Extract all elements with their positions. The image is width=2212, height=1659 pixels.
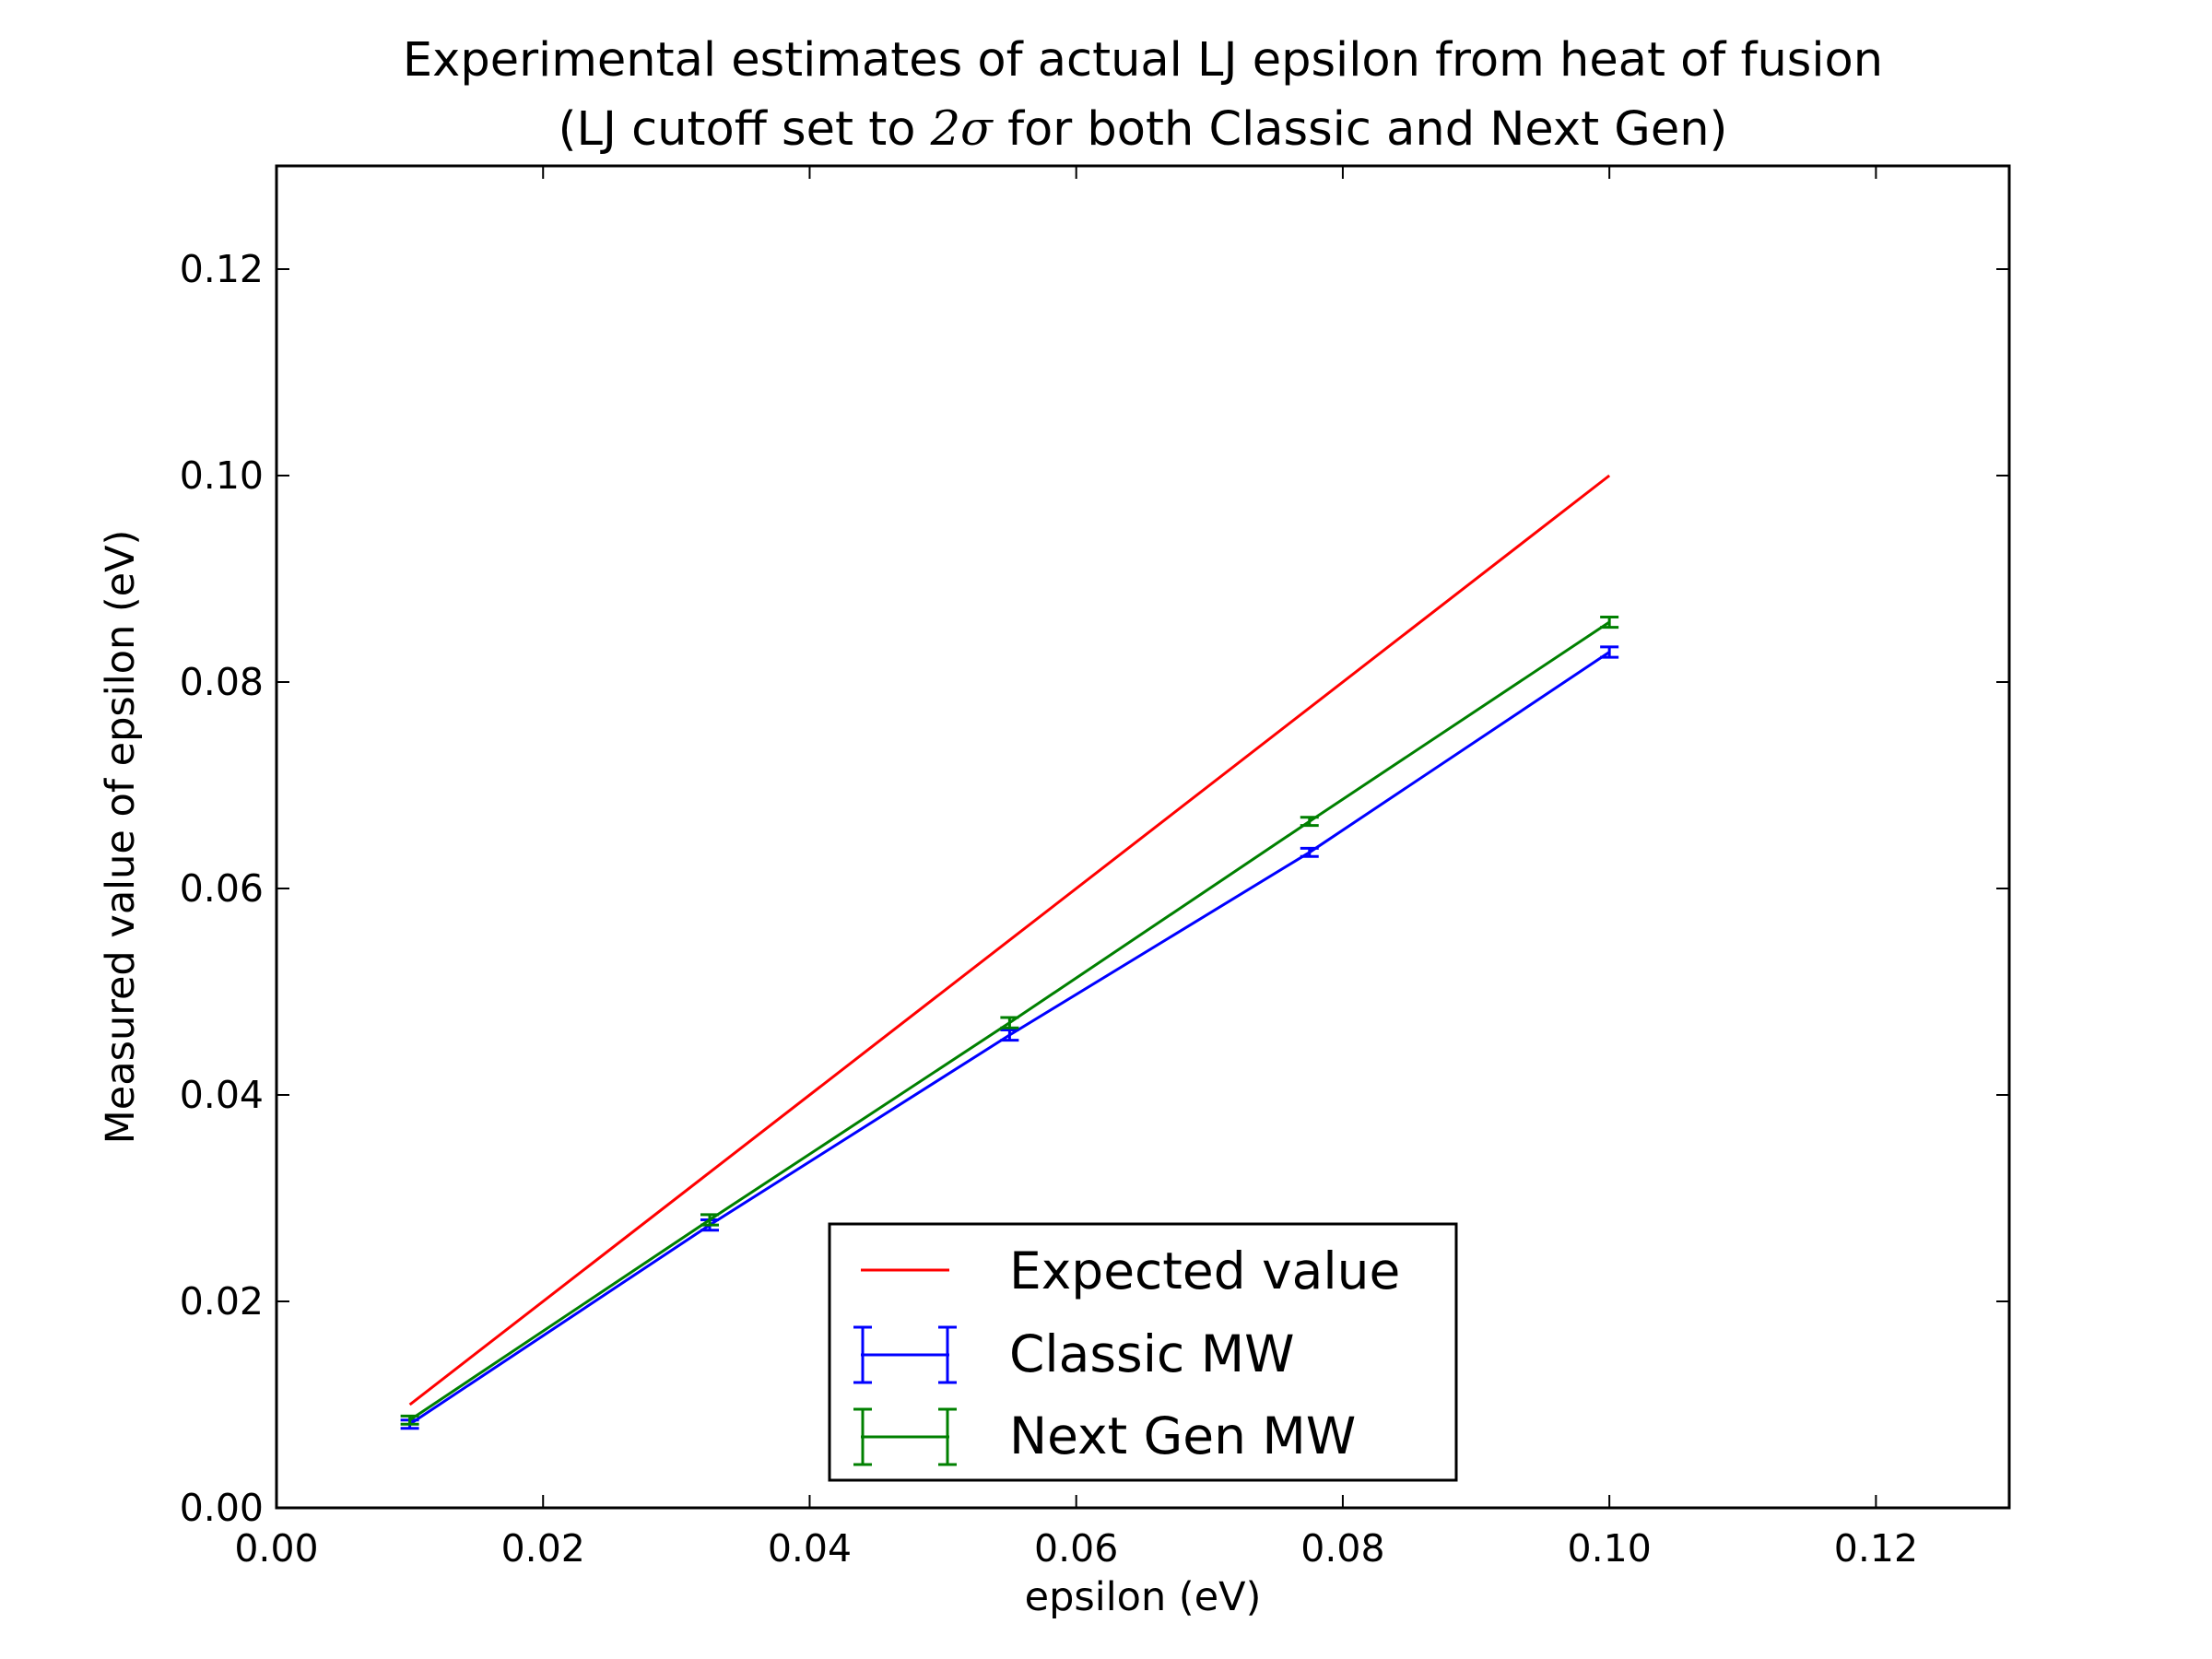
series-line [408,474,1611,1406]
chart-subtitle-post: for both Classic and Next Gen) [993,102,1728,157]
errorbar [700,1213,719,1227]
legend-label-nextgen: Next Gen MW [1009,1406,1356,1465]
plot-frame [275,164,2011,1510]
errorbar [400,1414,419,1426]
errorbar [1300,816,1319,828]
x-tick-label: 0.02 [501,1526,585,1571]
chart-title: Experimental estimates of actual LJ epsi… [403,33,1883,88]
legend-label-classic: Classic MW [1009,1324,1295,1383]
y-tick-label: 0.12 [180,247,264,291]
errorbar [1000,1016,1019,1030]
errorbar [1600,645,1619,659]
chart-subtitle: (LJ cutoff set to 2σ for both Classic an… [559,102,1728,157]
x-tick-label: 0.04 [768,1526,852,1571]
y-axis-label: Measured value of epsilon (eV) [98,530,144,1145]
legend: Expected value Classic MW Next Gen MW [828,1222,1458,1482]
legend-errorbar-nextgen-icon [853,1407,957,1466]
errorbar [1000,1028,1019,1042]
y-tick-label: 0.10 [180,453,264,498]
errorbar [1300,846,1319,858]
plot-marks [400,474,1619,1430]
x-tick-label: 0.08 [1300,1526,1384,1571]
x-axis-label: epsilon (eV) [1025,1574,1262,1620]
y-tick-label: 0.06 [180,866,264,911]
y-tick-label: 0.02 [180,1279,264,1324]
y-tick-label: 0.04 [180,1073,264,1117]
legend-errorbar-classic-icon [853,1325,957,1384]
y-tick-label: 0.00 [180,1486,264,1530]
errorbar [1600,615,1619,629]
x-tick-label: 0.06 [1034,1526,1118,1571]
legend-label-expected: Expected value [1009,1241,1400,1300]
x-tick-label: 0.12 [1834,1526,1918,1571]
x-tick-label: 0.10 [1568,1526,1652,1571]
chart-subtitle-math: 2σ [930,102,994,157]
x-tick-label: 0.00 [234,1526,318,1571]
axis-ticks: 0.00 0.02 0.04 0.06 0.08 0.10 0.12 0.00 0.02 0.04… [180,166,2009,1571]
y-tick-label: 0.08 [180,660,264,704]
chart-subtitle-pre: (LJ cutoff set to [559,102,931,157]
